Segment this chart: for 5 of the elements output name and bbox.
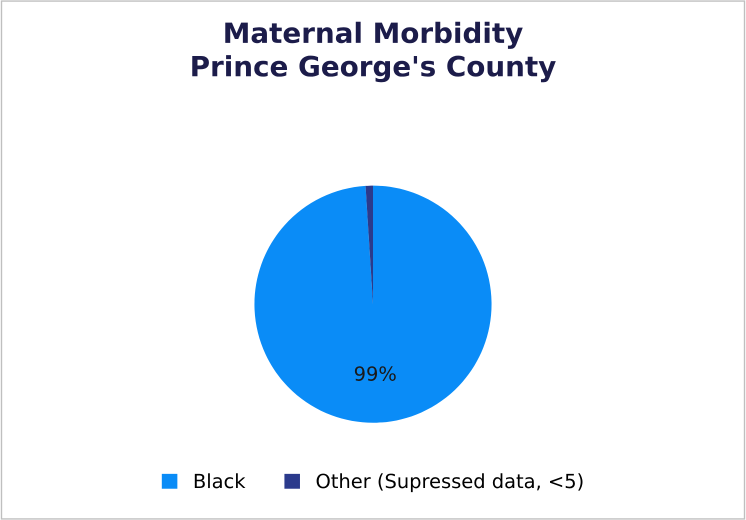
chart-title: Maternal Morbidity Prince George's County <box>192 22 556 82</box>
pie-slice <box>254 186 492 423</box>
legend-label: Black <box>194 473 246 488</box>
data-label: 99% <box>354 366 396 381</box>
legend-label: Other (Supressed data, <5) <box>316 473 583 492</box>
